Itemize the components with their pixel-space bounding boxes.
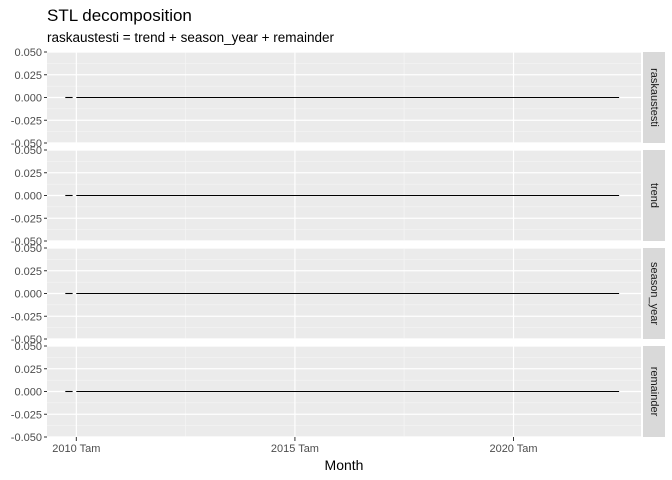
y-tick-label: 0.050 [14, 341, 42, 353]
x-tick-label: 2015 Tam [271, 443, 319, 455]
y-tick-label: -0.050 [11, 236, 42, 248]
facet-strip [643, 150, 665, 241]
y-tick-label: 0.050 [14, 47, 42, 59]
chart-subtitle: raskaustesti = trend + season_year + rem… [47, 30, 335, 45]
facet-season_year: 0.050 0.025 0.000 -0.025 -0.050 season_year [11, 243, 665, 346]
y-tick-label: 0.000 [14, 387, 42, 399]
facet-trend: 0.050 0.025 0.000 -0.025 -0.050 trend [11, 145, 665, 248]
x-tick-label: 2010 Tam [52, 443, 100, 455]
y-tick-label: 0.000 [14, 93, 42, 105]
facet-strip [643, 248, 665, 339]
x-axis-label: Month [325, 457, 364, 473]
y-tick-label: -0.050 [11, 432, 42, 444]
facet-strip-label: trend [648, 183, 660, 208]
facet-strip [643, 52, 665, 143]
facet-strip-label: remainder [648, 367, 660, 417]
facet-raskaustesti: 0.050 0.025 0.000 -0.025 -0.050 raskaustesti [11, 47, 665, 150]
y-tick-label: -0.050 [11, 334, 42, 346]
facet-strip-label: raskaustesti [648, 68, 660, 127]
y-tick-label: 0.025 [14, 266, 42, 278]
x-axis: 2010 Tam 2015 Tam 2020 Tam [52, 437, 538, 455]
chart-title: STL decomposition [47, 6, 192, 25]
y-tick-label: 0.025 [14, 70, 42, 82]
y-tick-label: -0.025 [11, 409, 42, 421]
y-tick-label: 0.050 [14, 145, 42, 157]
y-tick-label: -0.025 [11, 311, 42, 323]
facet-strip-label: season_year [648, 262, 660, 325]
y-tick-label: -0.025 [11, 213, 42, 225]
y-tick-label: 0.025 [14, 168, 42, 180]
y-tick-label: -0.025 [11, 115, 42, 127]
facet-strip [643, 346, 665, 437]
y-tick-label: -0.050 [11, 138, 42, 150]
x-tick-label: 2020 Tam [489, 443, 537, 455]
y-tick-label: 0.000 [14, 191, 42, 203]
facet-remainder: 0.050 0.025 0.000 -0.025 -0.050 remainder [11, 341, 665, 444]
y-tick-label: 0.000 [14, 289, 42, 301]
y-tick-label: 0.025 [14, 364, 42, 376]
facet-panels: 0.0500.0250.000-0.025-0.050raskaustesti0… [11, 47, 665, 444]
y-tick-label: 0.050 [14, 243, 42, 255]
